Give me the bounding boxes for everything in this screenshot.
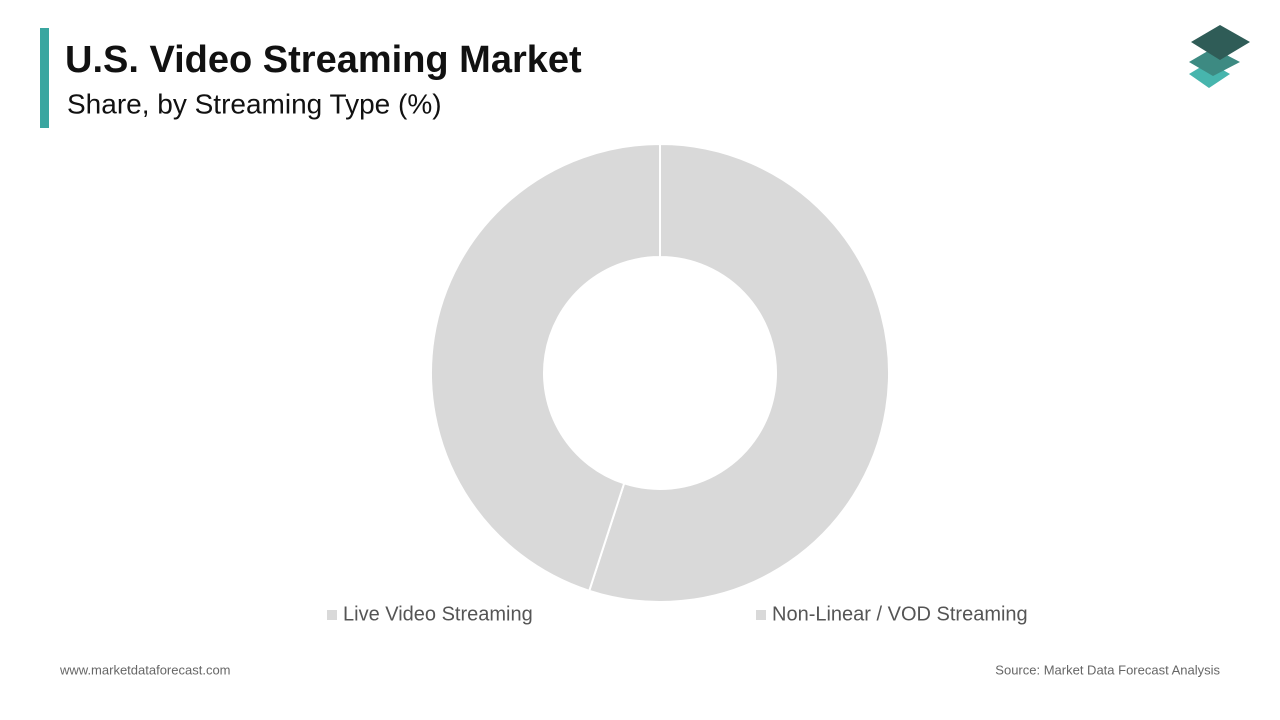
title-accent	[40, 28, 49, 128]
donut-slice	[430, 142, 661, 593]
donut-chart: Live Video Streaming Non-Linear / VOD Str…	[327, 142, 1028, 625]
chart-title: U.S. Video Streaming Market	[65, 39, 582, 81]
logo	[1189, 25, 1250, 88]
legend-label: Non-Linear / VOD Streaming	[772, 603, 1028, 625]
legend-label: Live Video Streaming	[343, 603, 533, 625]
chart-subtitle: Share, by Streaming Type (%)	[67, 88, 442, 119]
legend-swatch	[327, 610, 337, 620]
legend-swatch	[756, 610, 766, 620]
source: Source: Market Data Forecast Analysis	[995, 662, 1220, 677]
donut-slice	[587, 142, 890, 603]
website: www.marketdataforecast.com	[59, 662, 231, 677]
